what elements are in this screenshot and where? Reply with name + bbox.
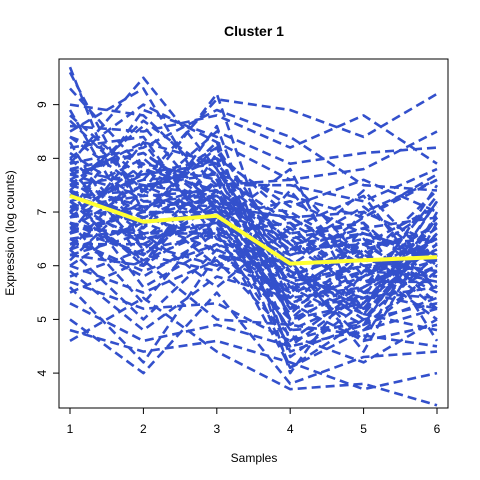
profile-line-29	[68, 108, 438, 375]
profile-line-5	[68, 109, 438, 332]
profiles-layer	[68, 66, 439, 407]
x-tick-label-6: 6	[434, 422, 441, 436]
x-tick-label-1: 1	[67, 422, 74, 436]
profile-line-21	[69, 178, 438, 273]
profile-line-72	[69, 183, 438, 289]
y-tick-label-9: 9	[35, 101, 49, 108]
profile-line-61	[69, 108, 438, 192]
chart-title: Cluster 1	[224, 23, 284, 39]
y-tick-label-6: 6	[35, 262, 49, 269]
profile-line-50	[69, 221, 438, 284]
profile-line-30	[69, 210, 439, 353]
profile-line-74	[69, 210, 438, 251]
profile-line-57	[69, 296, 438, 407]
x-tick-label-3: 3	[213, 422, 220, 436]
profile-line-63	[69, 119, 438, 219]
x-tick-label-4: 4	[287, 422, 294, 436]
profile-line-78	[69, 178, 438, 305]
x-axis: 1 2 3 4 5 6	[67, 407, 441, 436]
profile-line-67	[69, 216, 438, 278]
profile-line-40	[69, 232, 438, 348]
profile-line-58	[69, 92, 438, 182]
y-tick-label-7: 7	[35, 208, 49, 215]
y-tick-label-8: 8	[35, 155, 49, 162]
x-tick-label-2: 2	[140, 422, 147, 436]
profile-line-55	[69, 291, 438, 386]
x-axis-label: Samples	[231, 451, 278, 465]
profile-line-76	[69, 151, 438, 246]
profile-line-70	[69, 194, 438, 343]
profile-line-8	[69, 135, 439, 353]
profile-line-62	[69, 130, 438, 198]
y-tick-label-5: 5	[35, 316, 49, 323]
y-axis: 4 5 6 7 8 9	[35, 101, 60, 376]
x-tick-label-5: 5	[360, 422, 367, 436]
y-axis-label: Expression (log counts)	[3, 170, 17, 295]
profile-line-44	[69, 216, 438, 321]
mean-layer	[69, 194, 438, 266]
profile-line-41	[69, 189, 438, 262]
profile-line-60	[69, 103, 438, 182]
profile-line-52	[69, 253, 438, 364]
profile-line-54	[69, 302, 438, 348]
profile-line-77	[69, 221, 438, 332]
profile-line-64	[69, 157, 438, 214]
profile-line-53	[69, 258, 438, 348]
profile-line-45	[69, 194, 439, 294]
profile-line-56	[69, 328, 438, 391]
profile-line-49	[69, 248, 438, 332]
profile-line-69	[69, 237, 438, 294]
mean-profile-line	[69, 194, 438, 266]
profile-line-32	[69, 162, 438, 294]
profile-line-65	[69, 167, 438, 235]
profile-line-75	[69, 135, 438, 262]
profile-line-51	[69, 280, 438, 343]
profile-line-27	[69, 205, 438, 284]
y-tick-label-4: 4	[35, 369, 49, 376]
profile-line-28	[69, 189, 439, 342]
